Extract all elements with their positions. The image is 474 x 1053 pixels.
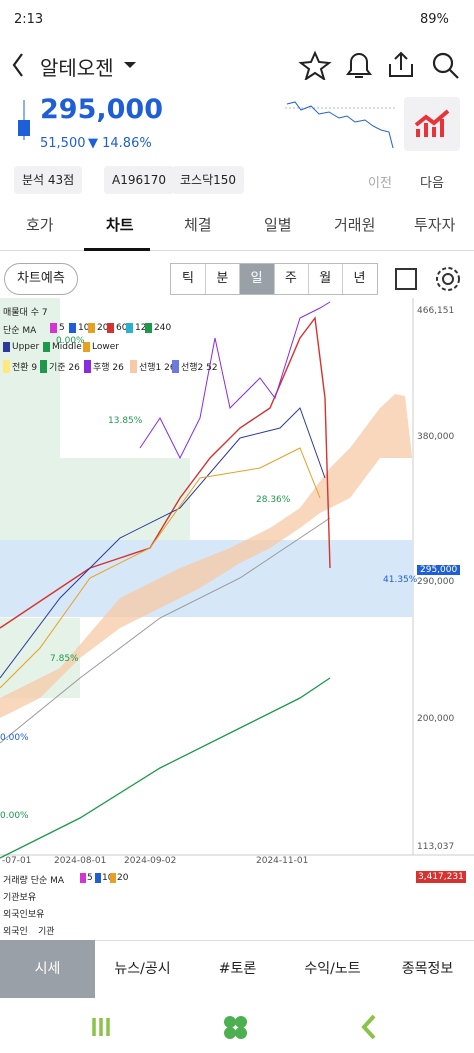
price-label: 113,037 — [417, 842, 455, 852]
period-box — [170, 263, 378, 295]
top-tab[interactable]: 체결 — [184, 216, 212, 234]
sub-panel-label: 외국인 — [3, 927, 28, 937]
analysis-button[interactable] — [404, 97, 460, 151]
date-label: -07-01 — [2, 856, 32, 866]
date-label: 2024-09-02 — [124, 856, 177, 866]
legend-ma: 5 — [50, 323, 65, 333]
volume-ma-label: 20 — [110, 873, 128, 883]
top-tab[interactable]: 투자자 — [414, 216, 456, 234]
volume-ma-label: 5 — [80, 873, 93, 883]
bottom-bar — [0, 940, 474, 999]
top-tab[interactable]: 거래원 — [334, 216, 376, 234]
period-tab[interactable]: 틱 — [171, 264, 206, 294]
bottom-tab[interactable]: #토론 — [218, 961, 257, 977]
forecast-button[interactable]: 차트예측 — [4, 263, 78, 295]
bottom-tab[interactable]: 뉴스/공시 — [114, 961, 171, 977]
legend-ichimoku: 후행 26 — [84, 360, 124, 373]
volume-ma-label: 10 — [95, 873, 113, 883]
code-chip: A196170 — [104, 166, 175, 194]
legend-ma: 10 — [69, 323, 89, 333]
profile-label: 7.85% — [50, 654, 79, 664]
prev-button[interactable]: 이전 — [368, 176, 392, 191]
divider — [0, 250, 474, 251]
volume-value: 3,417,231 — [416, 871, 466, 883]
tab-underline — [84, 248, 150, 251]
price-label: 466,151 — [417, 306, 455, 316]
profile-label: 28.36% — [256, 495, 291, 505]
period-tab[interactable]: 년 — [353, 271, 366, 286]
chart-canvas — [0, 298, 474, 859]
profile-label: 41.35% — [383, 575, 418, 585]
header-icons — [12, 50, 459, 80]
change-rate: ▼ 14.86% — [88, 136, 152, 151]
legend-ichimoku: 전환 9 — [3, 360, 37, 373]
top-tab[interactable]: 호가 — [26, 216, 54, 234]
bottom-tab[interactable]: 시세 — [0, 940, 95, 998]
profile-label: 13.85% — [108, 416, 143, 426]
legend-ma: 20 — [88, 323, 108, 333]
price-label: 200,000 — [417, 714, 455, 724]
chart-tools[interactable] — [394, 264, 470, 294]
sub-panel-label: 기관보유 — [3, 893, 37, 903]
date-label: 2024-08-01 — [54, 856, 107, 866]
volume-title: 거래량 단순 MA — [3, 876, 65, 886]
legend-ichimoku: 선행2 52 — [172, 360, 218, 373]
period-tab[interactable]: 주 — [274, 264, 309, 294]
legend-bb: Middle — [43, 342, 82, 352]
period-tab[interactable]: 일 — [239, 264, 275, 294]
sub-panel-label: 기관 — [38, 927, 55, 937]
top-tab[interactable]: 차트 — [106, 216, 134, 234]
index-chip[interactable]: 코스닥150 — [172, 166, 245, 194]
price-label: 380,000 — [417, 432, 455, 442]
legend-ichimoku: 선행1 26 — [130, 360, 176, 373]
battery: 89% — [420, 12, 449, 27]
period-tab[interactable]: 월 — [308, 264, 344, 294]
bottom-tab[interactable]: 수익/노트 — [304, 961, 361, 977]
legend-bb: Lower — [83, 342, 119, 352]
change: 51,500 — [40, 136, 86, 151]
legend-ma: 120 — [126, 323, 152, 333]
time: 2:13 — [14, 12, 44, 27]
legend-ma: 240 — [145, 323, 171, 333]
period-tab[interactable]: 분 — [205, 264, 241, 294]
price: 295,000 — [40, 94, 163, 125]
sub-panel-label: 외국인보유 — [3, 910, 45, 920]
legend-bb: Upper — [3, 342, 39, 352]
score-chip[interactable]: 분석 43점 — [14, 166, 83, 194]
profile-label: 0.00% — [56, 336, 85, 346]
profile-label: 0.00% — [0, 811, 29, 821]
legend-ma: 60 — [107, 323, 127, 333]
nav-bar — [92, 1014, 376, 1040]
top-tab[interactable]: 일별 — [264, 216, 292, 234]
next-button[interactable]: 다음 — [420, 176, 444, 191]
date-label: 2024-11-01 — [256, 856, 309, 866]
legend-profile: 매물대 수 7 — [3, 308, 48, 318]
sparkline — [285, 101, 397, 149]
bottom-tab[interactable]: 종목정보 — [401, 961, 454, 977]
stock-name[interactable]: 알테오젠 — [40, 56, 114, 80]
legend-ma-title: 단순 MA — [3, 326, 37, 336]
profile-label: 0.00% — [0, 733, 29, 743]
legend-ichimoku: 기준 26 — [40, 360, 80, 373]
price-label: 295,000 — [417, 565, 461, 575]
mini-candle — [18, 100, 30, 140]
price-label: 290,000 — [417, 577, 455, 587]
